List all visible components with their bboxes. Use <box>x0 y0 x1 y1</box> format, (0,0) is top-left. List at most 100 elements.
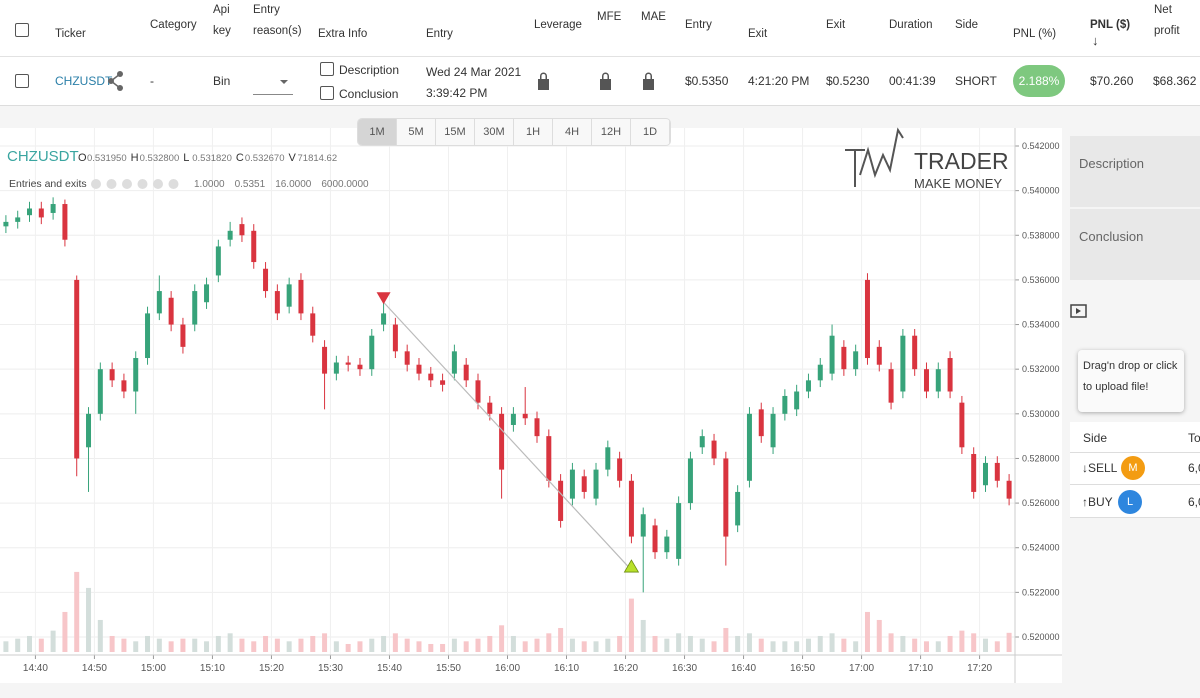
upload-card[interactable]: Drag'n drop or click to upload file! <box>1078 350 1184 412</box>
timeframe-button[interactable]: 12H <box>592 119 631 145</box>
y-tick-label: 0.540000 <box>1022 186 1060 196</box>
orders-table: Side To ↓SELL M 6,0 ↑BUY L 6,0 <box>1070 422 1200 518</box>
volume-bar <box>947 635 953 652</box>
candle-body <box>3 221 9 227</box>
candle-body <box>345 362 351 365</box>
timeframe-button[interactable]: 15M <box>436 119 475 145</box>
volume-bar <box>133 641 139 652</box>
candle-body <box>534 418 540 437</box>
x-tick-label: 14:50 <box>82 663 107 674</box>
candle-body <box>959 402 965 448</box>
volume-bar <box>1006 632 1012 652</box>
candle-body <box>499 413 505 470</box>
timeframe-button[interactable]: 4H <box>553 119 592 145</box>
volume-bar <box>853 641 859 652</box>
candle-body <box>1006 480 1012 499</box>
volume-bar <box>829 633 835 652</box>
timeframe-button[interactable]: 5M <box>397 119 436 145</box>
duration: 00:41:39 <box>889 74 936 88</box>
volume-bar <box>345 643 351 652</box>
volume-bar <box>876 619 882 652</box>
timeframe-button[interactable]: 1D <box>631 119 670 145</box>
candle-body <box>617 458 623 481</box>
candle-body <box>428 373 434 381</box>
share-icon[interactable] <box>107 71 125 91</box>
candle-body <box>935 369 941 392</box>
candle-body <box>487 402 493 414</box>
candle-body <box>404 351 410 365</box>
candle-body <box>628 480 634 537</box>
volume-bar <box>558 627 564 652</box>
description-label: Description <box>1079 156 1145 171</box>
candle-body <box>546 436 552 481</box>
column-header: Api key <box>213 4 231 37</box>
study-value: 1.0000 <box>194 179 225 190</box>
chart: 0.520000 0.522000 0.524000 0.526000 0.528000… <box>0 127 1062 683</box>
volume-bar <box>499 625 505 652</box>
legend-value: 0.531950 <box>87 153 127 164</box>
candle-body <box>38 208 44 218</box>
conclusion-option[interactable]: Conclusion <box>339 87 399 101</box>
reason-select[interactable] <box>253 72 293 95</box>
x-tick-label: 17:10 <box>908 663 933 674</box>
y-tick-label: 0.538000 <box>1022 230 1060 240</box>
volume-bar <box>794 641 800 652</box>
x-tick-label: 16:40 <box>731 663 756 674</box>
candle-body <box>569 469 575 499</box>
conclusion-checkbox[interactable] <box>320 86 334 100</box>
orders-header: To <box>1188 431 1200 445</box>
candle-body <box>864 279 870 359</box>
study-value: 0.5351 <box>235 179 266 190</box>
volume-bar <box>534 638 540 652</box>
timeframes: 1M 5M 15M 30M 1H 4H 12H 1D <box>357 118 671 146</box>
x-tick-label: 17:20 <box>967 663 992 674</box>
timeframe-button[interactable]: 1M <box>358 119 397 145</box>
description-checkbox[interactable] <box>320 62 334 76</box>
candle-body <box>133 358 139 392</box>
description-box[interactable]: Description <box>1070 136 1200 207</box>
volume-bar <box>817 635 823 652</box>
volume-bar <box>510 635 516 652</box>
timeframe-button[interactable]: 1H <box>514 119 553 145</box>
api-key: Bin <box>213 74 231 88</box>
ticker[interactable]: CHZUSDT <box>55 74 113 88</box>
volume-bar <box>74 571 80 652</box>
order-side: ↑BUY <box>1082 495 1113 509</box>
candle-body <box>982 462 988 486</box>
volume-bar <box>404 638 410 652</box>
category: - <box>150 74 154 88</box>
video-icon[interactable] <box>1070 304 1088 320</box>
conclusion-label: Conclusion <box>1079 229 1144 244</box>
volume-bar <box>286 641 292 652</box>
row-divider <box>0 56 1200 57</box>
candle-body <box>605 447 611 470</box>
candle-body <box>593 469 599 499</box>
candle-body <box>676 503 682 559</box>
volume-bar <box>687 635 693 652</box>
volume-bar <box>652 635 658 652</box>
select-all[interactable] <box>15 23 29 37</box>
exit-time: 4:21:20 PM <box>748 74 810 88</box>
row-checkbox[interactable] <box>15 74 29 88</box>
study-button <box>137 179 148 189</box>
candle-body <box>97 369 103 414</box>
candle-body <box>463 364 469 381</box>
order-side-text: SELL <box>1088 461 1118 475</box>
upload-text: Drag'n drop or click to upload file! <box>1083 360 1178 393</box>
entry-price: $0.5350 <box>685 74 729 88</box>
legend-key: O <box>78 152 87 164</box>
timeframe-button[interactable]: 30M <box>475 119 514 145</box>
volume-bar <box>62 611 68 652</box>
exit-marker <box>623 559 640 573</box>
conclusion-box[interactable]: Conclusion <box>1070 209 1200 280</box>
volume-bar <box>676 633 682 652</box>
candle-body <box>853 351 859 370</box>
volume-bar <box>333 641 339 652</box>
study-value: 16.0000 <box>275 179 312 190</box>
candle-body <box>416 364 422 374</box>
candle-body <box>15 217 21 222</box>
description-option[interactable]: Description <box>339 63 400 77</box>
volume-bar <box>392 633 398 652</box>
volume-bar <box>86 587 92 652</box>
